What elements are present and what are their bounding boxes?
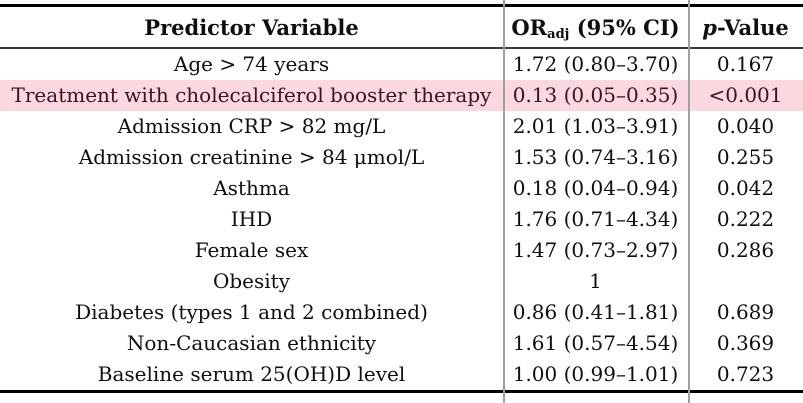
cell-p-value: 0.689 — [716, 300, 775, 324]
header-or-subscript: adj — [547, 26, 570, 42]
cell-p-value: 0.222 — [716, 207, 775, 231]
cell-predictor: Asthma — [213, 176, 290, 200]
header-or-prefix: OR — [511, 14, 548, 40]
header-or-ci: ORadj (95% CI) — [503, 14, 688, 42]
cell-predictor: Age > 74 years — [173, 52, 330, 76]
table-row: Age > 74 years 1.72 (0.80–3.70) 0.167 — [0, 49, 803, 80]
header-p-suffix: -Value — [716, 14, 789, 40]
cell-predictor: Admission creatinine > 84 μmol/L — [78, 145, 425, 169]
table-bottom-rule — [0, 390, 803, 393]
cell-predictor: Obesity — [212, 269, 291, 293]
table-body: Age > 74 years 1.72 (0.80–3.70) 0.167 Tr… — [0, 49, 803, 390]
cell-predictor: Female sex — [194, 238, 309, 262]
cell-p-value: 0.723 — [716, 362, 775, 386]
column-separator-1 — [503, 0, 505, 403]
bottom-margin — [0, 393, 803, 403]
cell-predictor: Diabetes (types 1 and 2 combined) — [75, 300, 428, 324]
cell-predictor: Admission CRP > 82 mg/L — [117, 114, 386, 138]
table-row: Non-Caucasian ethnicity 1.61 (0.57–4.54)… — [0, 328, 803, 359]
cell-predictor: Treatment with cholecalciferol booster t… — [11, 83, 492, 107]
cell-or-ci: 1.00 (0.99–1.01) — [512, 362, 679, 386]
cell-predictor: Baseline serum 25(OH)D level — [97, 362, 406, 386]
table-row: Asthma 0.18 (0.04–0.94) 0.042 — [0, 173, 803, 204]
cell-or-ci: 0.13 (0.05–0.35) — [512, 83, 679, 107]
table-row: Diabetes (types 1 and 2 combined) 0.86 (… — [0, 297, 803, 328]
table-row: Admission CRP > 82 mg/L 2.01 (1.03–3.91)… — [0, 111, 803, 142]
table-row: Obesity 1 — [0, 266, 803, 297]
cell-p-value: 0.167 — [716, 52, 775, 76]
cell-or-ci: 1.76 (0.71–4.34) — [512, 207, 679, 231]
header-predictor-variable: Predictor Variable — [144, 14, 359, 40]
cell-p-value: 0.255 — [716, 145, 775, 169]
table-row: Treatment with cholecalciferol booster t… — [0, 80, 803, 111]
table-row: Admission creatinine > 84 μmol/L 1.53 (0… — [0, 142, 803, 173]
table-top-rule — [0, 4, 803, 7]
table-row: IHD 1.76 (0.71–4.34) 0.222 — [0, 204, 803, 235]
cell-p-value: 0.040 — [716, 114, 775, 138]
table-row: Baseline serum 25(OH)D level 1.00 (0.99–… — [0, 359, 803, 390]
cell-or-ci: 1.72 (0.80–3.70) — [512, 52, 679, 76]
column-separator-2 — [688, 0, 690, 403]
cell-or-ci: 1.61 (0.57–4.54) — [512, 331, 679, 355]
header-p-italic: p — [702, 14, 717, 40]
header-separator-rule — [0, 47, 803, 49]
header-p-value: p-Value — [688, 15, 803, 40]
table-row: Female sex 1.47 (0.73–2.97) 0.286 — [0, 235, 803, 266]
cell-p-value: 0.286 — [716, 238, 775, 262]
cell-p-value: 0.369 — [716, 331, 775, 355]
cell-or-ci: 1.53 (0.74–3.16) — [512, 145, 679, 169]
cell-or-ci: 1.47 (0.73–2.97) — [512, 238, 679, 262]
cell-p-value: 0.042 — [716, 176, 775, 200]
header-or-suffix: (95% CI) — [569, 14, 680, 40]
cell-or-ci: 1 — [589, 269, 602, 293]
cell-or-ci: 2.01 (1.03–3.91) — [512, 114, 679, 138]
cell-predictor: IHD — [230, 207, 273, 231]
cell-or-ci: 0.18 (0.04–0.94) — [512, 176, 679, 200]
cell-p-value: <0.001 — [708, 83, 783, 107]
table-header-row: Predictor Variable ORadj (95% CI) p-Valu… — [0, 7, 803, 47]
cell-predictor: Non-Caucasian ethnicity — [126, 331, 377, 355]
cell-or-ci: 0.86 (0.41–1.81) — [512, 300, 679, 324]
